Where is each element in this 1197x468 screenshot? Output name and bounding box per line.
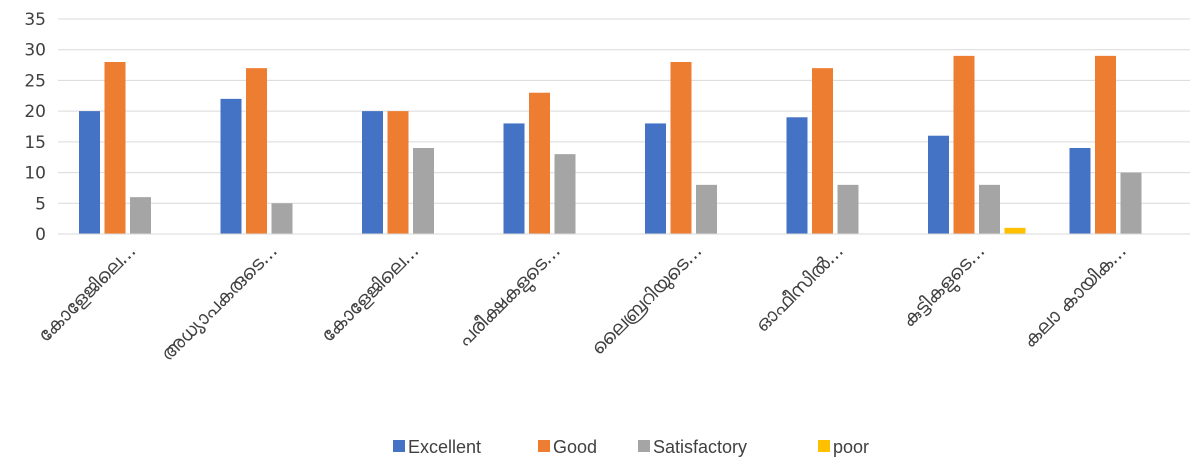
category-label: കോളേജിലെ...	[34, 240, 141, 347]
legend-label: poor	[833, 437, 869, 457]
legend: Excellent Good Satisfactory poor	[393, 437, 869, 457]
bar-excellent	[503, 123, 525, 234]
bar-excellent	[220, 98, 242, 234]
legend-swatch	[538, 440, 550, 452]
category-label: കലാ കായിക...	[1018, 240, 1130, 352]
category-label: കോളേജിലെ...	[317, 240, 424, 347]
legend-item-good: Good	[538, 437, 597, 457]
y-tick-label: 20	[24, 102, 46, 122]
y-tick-label: 5	[35, 194, 46, 214]
bar-excellent	[1069, 148, 1091, 234]
bars	[79, 55, 1142, 235]
bar-poor	[1004, 227, 1026, 234]
legend-swatch	[393, 440, 405, 452]
legend-swatch	[638, 440, 650, 452]
bar-good	[812, 68, 833, 235]
bar-satisfactory	[130, 197, 151, 234]
legend-label: Satisfactory	[653, 437, 747, 457]
y-tick-label: 25	[24, 71, 46, 91]
bar-excellent	[362, 111, 383, 234]
bar-satisfactory	[1120, 172, 1142, 234]
legend-label: Good	[553, 437, 597, 457]
legend-item-poor: poor	[818, 437, 869, 457]
legend-swatch	[818, 440, 830, 452]
legend-item-excellent: Excellent	[393, 437, 481, 457]
bar-good	[104, 62, 126, 234]
y-tick-label: 10	[24, 164, 46, 184]
bar-satisfactory	[979, 184, 1000, 234]
bar-excellent	[645, 123, 666, 234]
y-tick-label: 15	[24, 133, 46, 153]
bar-satisfactory	[837, 184, 859, 234]
category-label: ലൈബ്രറിയുടെ...	[587, 240, 707, 360]
bar-excellent	[928, 135, 949, 234]
bar-good	[1095, 55, 1116, 234]
category-label: കുട്ടികളുടെ...	[898, 240, 993, 335]
y-tick-label: 35	[24, 10, 46, 30]
legend-label: Excellent	[408, 437, 481, 457]
bar-satisfactory	[554, 154, 576, 234]
bar-good	[529, 92, 550, 234]
bar-good	[387, 111, 409, 234]
bar-satisfactory	[271, 203, 293, 234]
bar-satisfactory	[696, 184, 717, 234]
bar-good	[246, 68, 267, 235]
category-labels: കോളേജിലെ... അധ്യാപകരുടെ... കോളേജിലെ... പരീക…	[34, 240, 1131, 365]
y-tick-label: 30	[24, 41, 46, 61]
y-tick-label: 0	[35, 225, 46, 245]
bar-satisfactory	[413, 148, 434, 234]
bar-good	[670, 62, 692, 234]
bar-excellent	[79, 111, 100, 234]
category-label: അധ്യാപകരുടെ...	[156, 240, 281, 365]
category-label: പരീക്ഷകളുടെ...	[453, 240, 567, 354]
bar-excellent	[786, 117, 808, 234]
y-axis-ticks: 0 5 10 15 20 25 30 35	[24, 10, 46, 245]
legend-item-satisfactory: Satisfactory	[638, 437, 747, 457]
bar-good	[953, 55, 975, 234]
category-label: ഓഫീസിൽ...	[751, 240, 848, 337]
